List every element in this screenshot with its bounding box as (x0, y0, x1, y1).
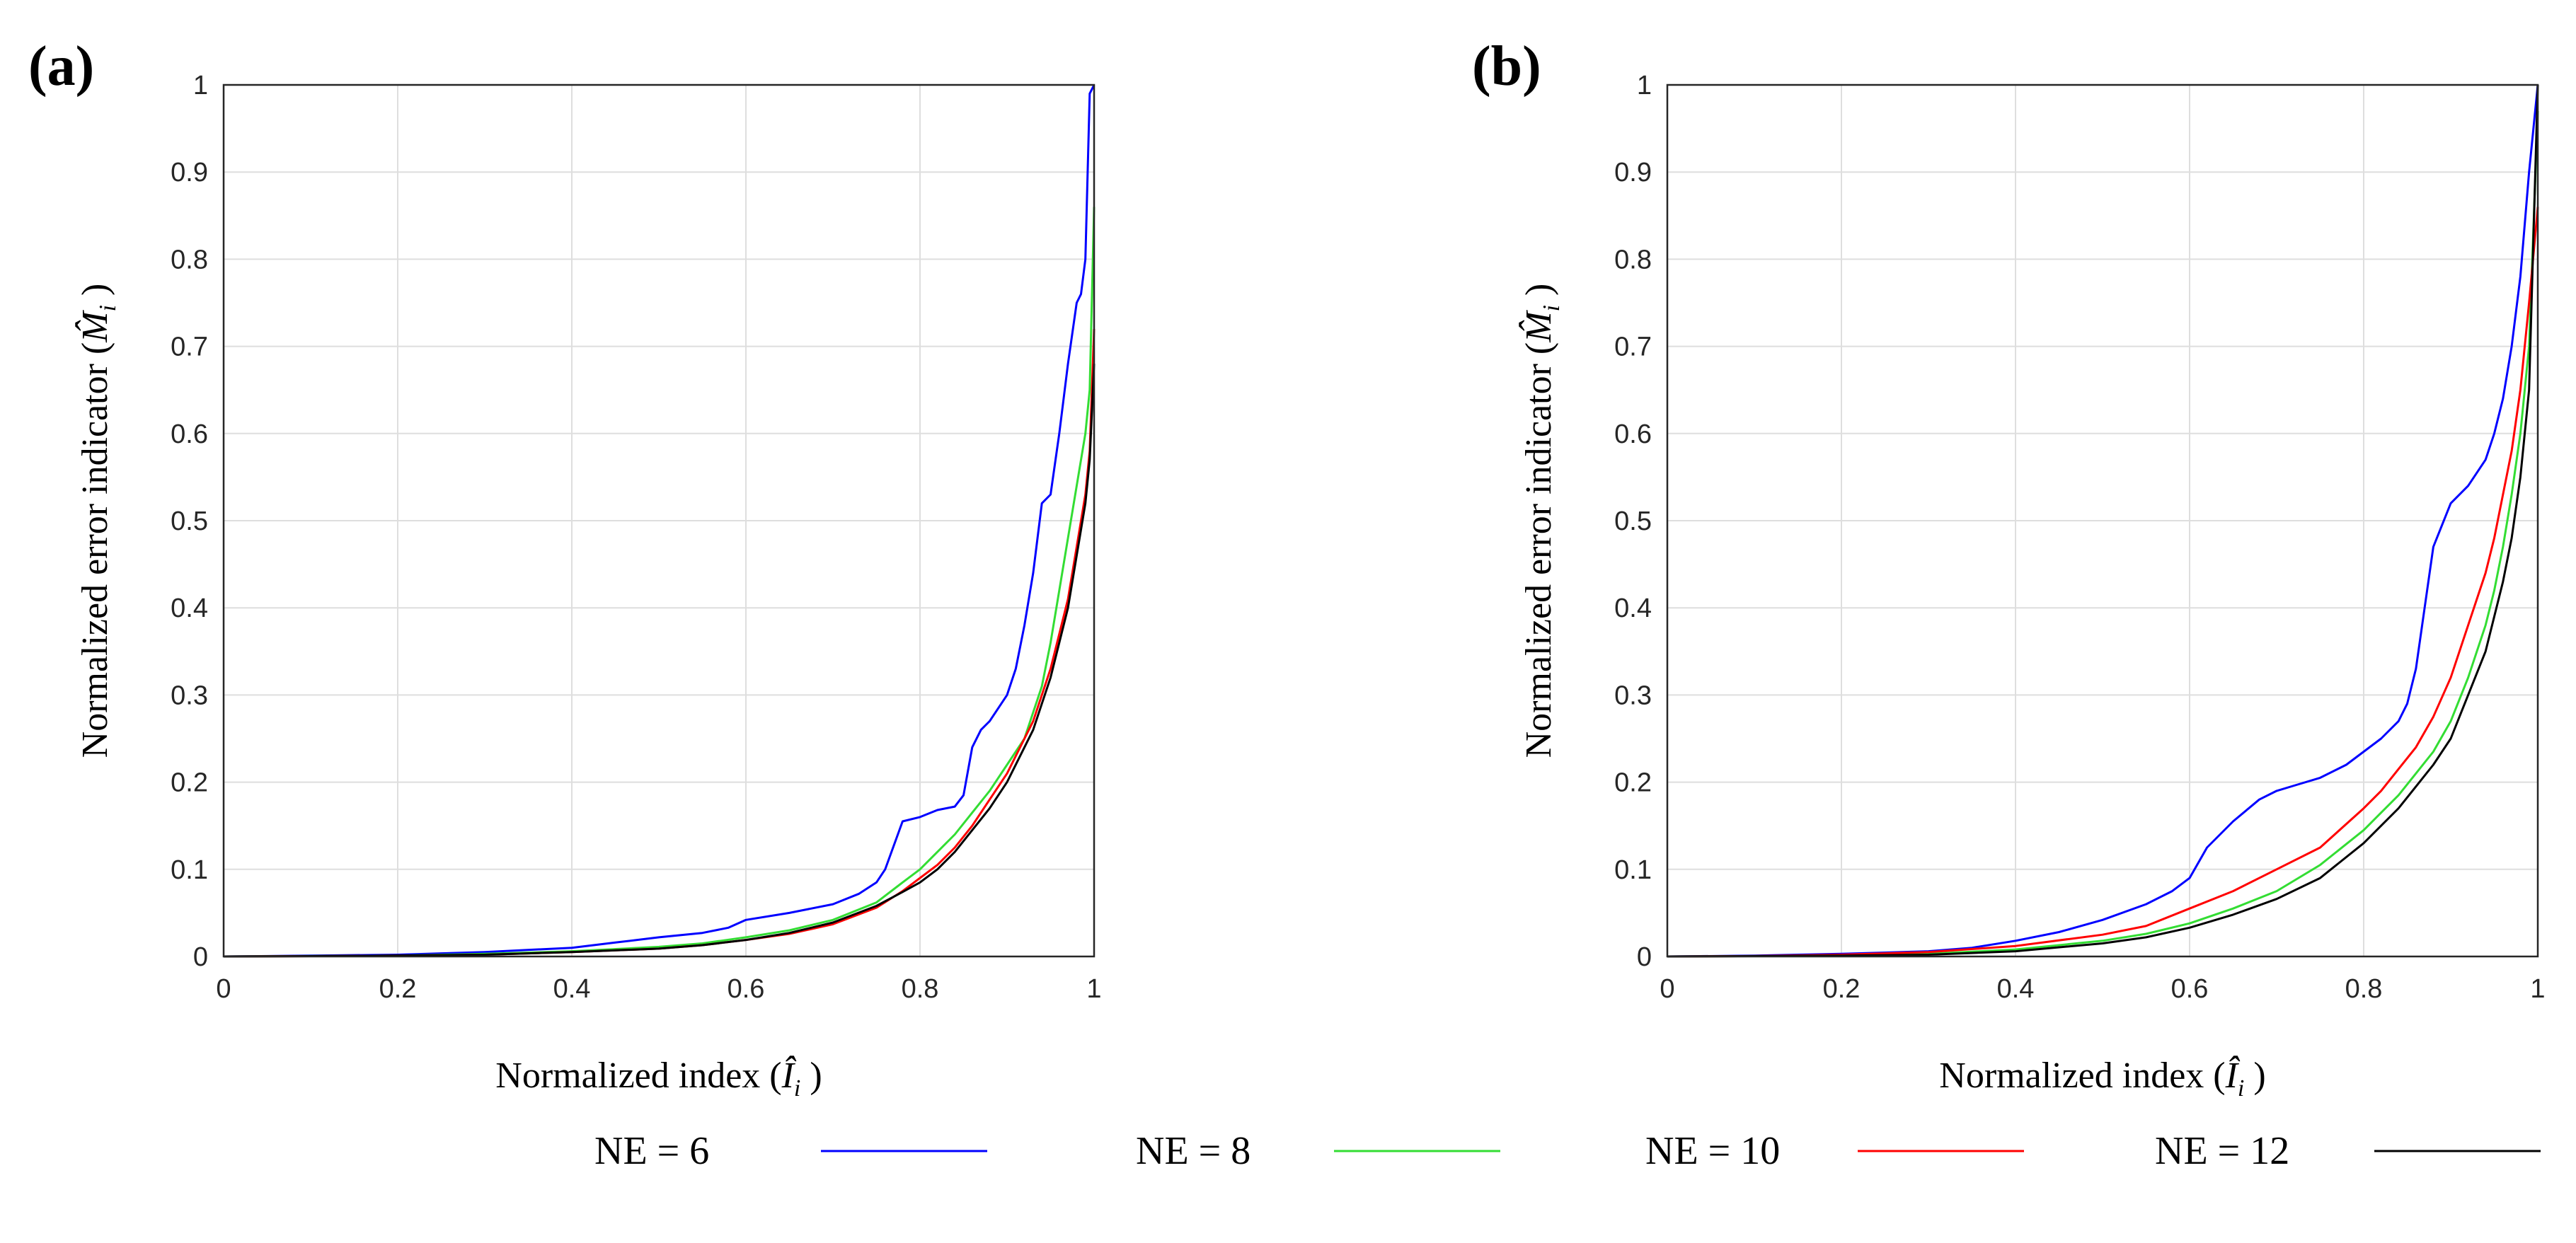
panel-b-y-tick-label: 1 (1637, 71, 1652, 100)
panel-b-label: (b) (1472, 35, 1541, 98)
panel-a-y-tick-label: 0.5 (171, 507, 208, 536)
panel-b-y-tick-label: 0.7 (1614, 333, 1652, 362)
panel-b-y-tick-label: 0.4 (1614, 594, 1652, 623)
panel-a-x-tick-label: 1 (1086, 974, 1101, 1004)
panel-a-x-tick-label: 0.2 (379, 974, 417, 1004)
panel-b-y-tick-label: 0.8 (1614, 245, 1652, 274)
panel-b-y-tick-label: 0 (1637, 942, 1652, 972)
panel-b-y-axis-title: Normalized error indicator (M̂i ) (1518, 284, 1565, 758)
panel-a-y-tick-label: 0.1 (171, 855, 208, 885)
legend-label-ne10: NE = 10 (1645, 1129, 1780, 1173)
panel-a-y-tick-label: 0.4 (171, 594, 208, 623)
panel-b-x-tick-label: 0.2 (1823, 974, 1861, 1004)
panel-b-y-tick-label: 0.3 (1614, 681, 1652, 710)
panel-a-y-tick-label: 0.7 (171, 333, 208, 362)
panel-a-plot-frame (222, 83, 1096, 958)
panel-a-y-tick-label: 0.3 (171, 681, 208, 710)
panel-b-y-tick-label: 0.1 (1614, 855, 1652, 885)
panel-a-x-tick-label: 0.8 (902, 974, 939, 1004)
panel-a-y-tick-label: 0.9 (171, 158, 208, 187)
panel-a-y-tick-labels: 0 0.1 0.2 0.3 0.4 0.5 0.6 0.7 0.8 0.9 1 (171, 71, 208, 972)
panel-b-series-ne12 (1667, 84, 2539, 958)
panel-a-x-tick-label: 0 (216, 974, 231, 1004)
panel-a-series-ne6 (223, 84, 1096, 958)
panel-a-x-tick-labels: 0 0.2 0.4 0.6 0.8 1 (216, 974, 1101, 1004)
panel-a-y-tick-label: 0.2 (171, 768, 208, 798)
panel-b-y-tick-label: 0.5 (1614, 507, 1652, 536)
panel-b-x-tick-label: 0.8 (2345, 974, 2383, 1004)
panel-a-x-axis-title: Normalized index (Îi ) (495, 1055, 822, 1102)
panel-b-x-tick-label: 1 (2530, 974, 2545, 1004)
panel-b-series-ne6 (1667, 84, 2539, 958)
panel-b: (b) 0 0.2 0.4 0.6 0.8 1 0 0.1 0.2 0.3 0.4 0.5 0.6 0.… (1472, 35, 2546, 1102)
panel-a-series (223, 84, 1096, 958)
panel-b-y-tick-labels: 0 0.1 0.2 0.3 0.4 0.5 0.6 0.7 0.8 0.9 1 (1614, 71, 1652, 972)
panel-b-x-tick-label: 0 (1660, 974, 1674, 1004)
panel-a: (a) 0 0.2 0.4 0.6 0.8 1 0 0.1 0.2 0.3 0.4 0.5 0.6 0.… (28, 35, 1102, 1102)
panel-b-y-tick-label: 0.6 (1614, 420, 1652, 449)
legend-label-ne8: NE = 8 (1136, 1129, 1250, 1173)
panel-a-label: (a) (28, 35, 94, 98)
legend: NE = 6 NE = 8 NE = 10 NE = 12 (594, 1129, 2541, 1173)
panel-b-series-ne10 (1667, 207, 2539, 958)
panel-a-x-tick-label: 0.6 (728, 974, 765, 1004)
panel-b-x-tick-label: 0.4 (1997, 974, 2035, 1004)
panel-b-x-tick-labels: 0 0.2 0.4 0.6 0.8 1 (1660, 974, 2545, 1004)
panel-b-y-tick-label: 0.9 (1614, 158, 1652, 187)
panel-b-x-axis-title: Normalized index (Îi ) (1939, 1055, 2265, 1102)
panel-b-series-ne8 (1667, 110, 2539, 958)
panel-a-y-axis-title: Normalized error indicator (M̂i ) (74, 284, 121, 758)
panel-a-y-tick-label: 0.6 (171, 420, 208, 449)
legend-label-ne6: NE = 6 (594, 1129, 709, 1173)
panel-b-y-tick-label: 0.2 (1614, 768, 1652, 798)
panel-a-series-ne8 (223, 207, 1096, 958)
legend-label-ne12: NE = 12 (2155, 1129, 2289, 1173)
panel-a-x-tick-label: 0.4 (553, 974, 591, 1004)
panel-a-y-tick-label: 0.8 (171, 245, 208, 274)
panel-b-x-tick-label: 0.6 (2171, 974, 2209, 1004)
panel-a-y-tick-label: 0 (193, 942, 208, 972)
panel-b-plot-frame (1666, 83, 2539, 958)
panel-a-series-ne12 (223, 364, 1096, 958)
panel-b-series (1667, 84, 2539, 958)
panel-a-y-tick-label: 1 (193, 71, 208, 100)
